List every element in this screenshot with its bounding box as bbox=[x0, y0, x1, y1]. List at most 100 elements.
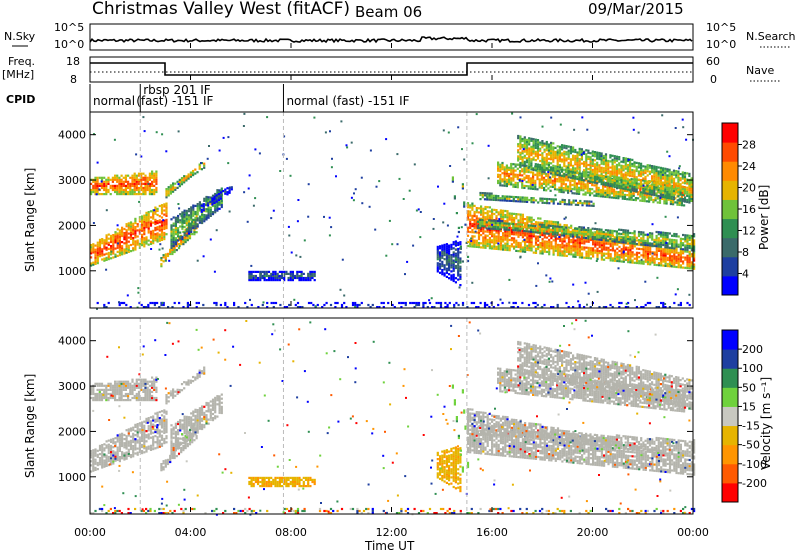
power-cell bbox=[125, 223, 128, 226]
power-cell bbox=[554, 225, 557, 228]
power-cell bbox=[486, 194, 489, 197]
power-cell bbox=[516, 223, 519, 226]
power-cell bbox=[510, 220, 513, 223]
power-cell bbox=[660, 260, 663, 263]
power-cell bbox=[510, 171, 513, 174]
power-cell bbox=[572, 239, 575, 242]
power-cell bbox=[556, 172, 559, 175]
power-cell bbox=[281, 274, 284, 278]
power-cell bbox=[642, 177, 645, 180]
power-cell bbox=[561, 242, 564, 245]
power-cell bbox=[541, 162, 544, 165]
power-cell bbox=[587, 229, 590, 232]
power-cell bbox=[457, 260, 460, 263]
power-cell bbox=[123, 236, 126, 239]
power-cell bbox=[622, 229, 625, 232]
power-cell bbox=[572, 253, 575, 256]
power-cell bbox=[207, 214, 210, 217]
power-cell bbox=[556, 165, 559, 168]
power-cell bbox=[517, 241, 520, 244]
power-cell bbox=[497, 165, 500, 168]
power-cell bbox=[539, 217, 542, 220]
power-cell bbox=[101, 258, 104, 261]
power-cell bbox=[198, 201, 201, 204]
power-cell bbox=[591, 188, 594, 191]
power-cell bbox=[302, 272, 305, 275]
power-cell bbox=[525, 176, 528, 179]
power-cell bbox=[519, 213, 522, 216]
power-cell bbox=[114, 247, 117, 250]
power-cell bbox=[666, 234, 669, 237]
power-cell bbox=[604, 171, 608, 174]
power-cell bbox=[129, 184, 132, 187]
power-cell bbox=[129, 193, 132, 196]
power-cell bbox=[666, 258, 669, 262]
power-cell bbox=[543, 232, 546, 235]
power-cell bbox=[556, 153, 559, 156]
power-cell bbox=[216, 209, 219, 212]
power-cell bbox=[506, 242, 509, 245]
power-cell bbox=[281, 276, 284, 280]
power-cell bbox=[622, 252, 625, 255]
power-cell bbox=[228, 191, 231, 194]
power-cell bbox=[504, 216, 507, 219]
power-cell bbox=[651, 189, 654, 192]
power-cell bbox=[558, 164, 561, 167]
power-cell bbox=[596, 239, 599, 242]
power-cell bbox=[90, 193, 93, 196]
power-cell bbox=[536, 151, 540, 154]
power-cell bbox=[673, 232, 676, 236]
power-cell bbox=[466, 259, 470, 263]
power-cell bbox=[124, 184, 127, 187]
power-cell bbox=[629, 186, 632, 190]
power-cell bbox=[454, 281, 457, 284]
power-cell bbox=[688, 174, 691, 177]
power-cell bbox=[591, 162, 594, 165]
power-cell bbox=[622, 256, 625, 259]
power-cell bbox=[664, 188, 667, 191]
power-cell bbox=[662, 252, 665, 255]
power-cell bbox=[596, 241, 599, 244]
power-cell bbox=[527, 179, 530, 182]
power-cell bbox=[556, 231, 559, 234]
power-cell bbox=[466, 240, 470, 244]
power-cell bbox=[110, 257, 113, 260]
power-cell bbox=[133, 174, 136, 177]
power-cell bbox=[469, 204, 472, 207]
power-cell bbox=[215, 198, 218, 201]
power-cell bbox=[571, 192, 574, 195]
power-cell bbox=[664, 262, 667, 265]
power-cell bbox=[96, 184, 99, 187]
power-cell bbox=[311, 276, 314, 280]
power-cell bbox=[133, 176, 136, 179]
power-cell bbox=[526, 244, 529, 247]
power-cell bbox=[116, 232, 119, 235]
power-cell bbox=[550, 200, 553, 203]
power-cell bbox=[463, 201, 466, 204]
power-cell bbox=[141, 225, 144, 228]
power-cell bbox=[613, 188, 616, 191]
power-cell bbox=[641, 195, 644, 198]
power-cell bbox=[666, 186, 669, 189]
power-cell bbox=[523, 164, 526, 168]
power-cell bbox=[686, 264, 689, 268]
power-cell bbox=[554, 241, 557, 244]
power-cell bbox=[105, 190, 108, 194]
power-cell bbox=[631, 255, 634, 258]
power-cell bbox=[107, 241, 110, 244]
power-cell bbox=[580, 232, 583, 235]
power-cell bbox=[524, 232, 527, 235]
power-cell bbox=[448, 266, 451, 270]
power-cell bbox=[604, 239, 607, 242]
power-cell bbox=[515, 243, 518, 246]
power-cell bbox=[562, 232, 566, 235]
power-cell bbox=[635, 186, 638, 189]
power-cell bbox=[688, 183, 691, 186]
power-cell bbox=[508, 176, 511, 180]
power-cell bbox=[149, 210, 153, 213]
power-cell bbox=[521, 232, 524, 235]
power-cell bbox=[451, 176, 454, 179]
power-cell bbox=[257, 270, 260, 273]
power-cell bbox=[662, 260, 665, 263]
